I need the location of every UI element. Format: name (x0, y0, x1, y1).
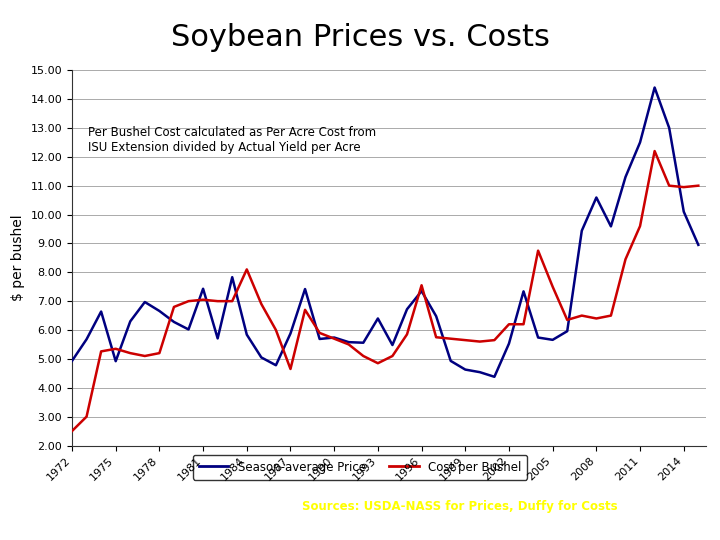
Text: Extension and Outreach/Department of Economics: Extension and Outreach/Department of Eco… (7, 529, 237, 538)
Text: Soybean Prices vs. Costs: Soybean Prices vs. Costs (171, 23, 549, 52)
Text: Ag Decision Maker: Ag Decision Maker (562, 529, 709, 540)
Text: IOWA STATE UNIVERSITY: IOWA STATE UNIVERSITY (7, 500, 212, 514)
Text: Per Bushel Cost calculated as Per Acre Cost from
ISU Extension divided by Actual: Per Bushel Cost calculated as Per Acre C… (88, 126, 376, 154)
Legend: Season-average Price, Cost per Bushel: Season-average Price, Cost per Bushel (193, 455, 527, 480)
Text: Sources: USDA-NASS for Prices, Duffy for Costs: Sources: USDA-NASS for Prices, Duffy for… (302, 500, 618, 513)
Y-axis label: $ per bushel: $ per bushel (11, 214, 25, 301)
